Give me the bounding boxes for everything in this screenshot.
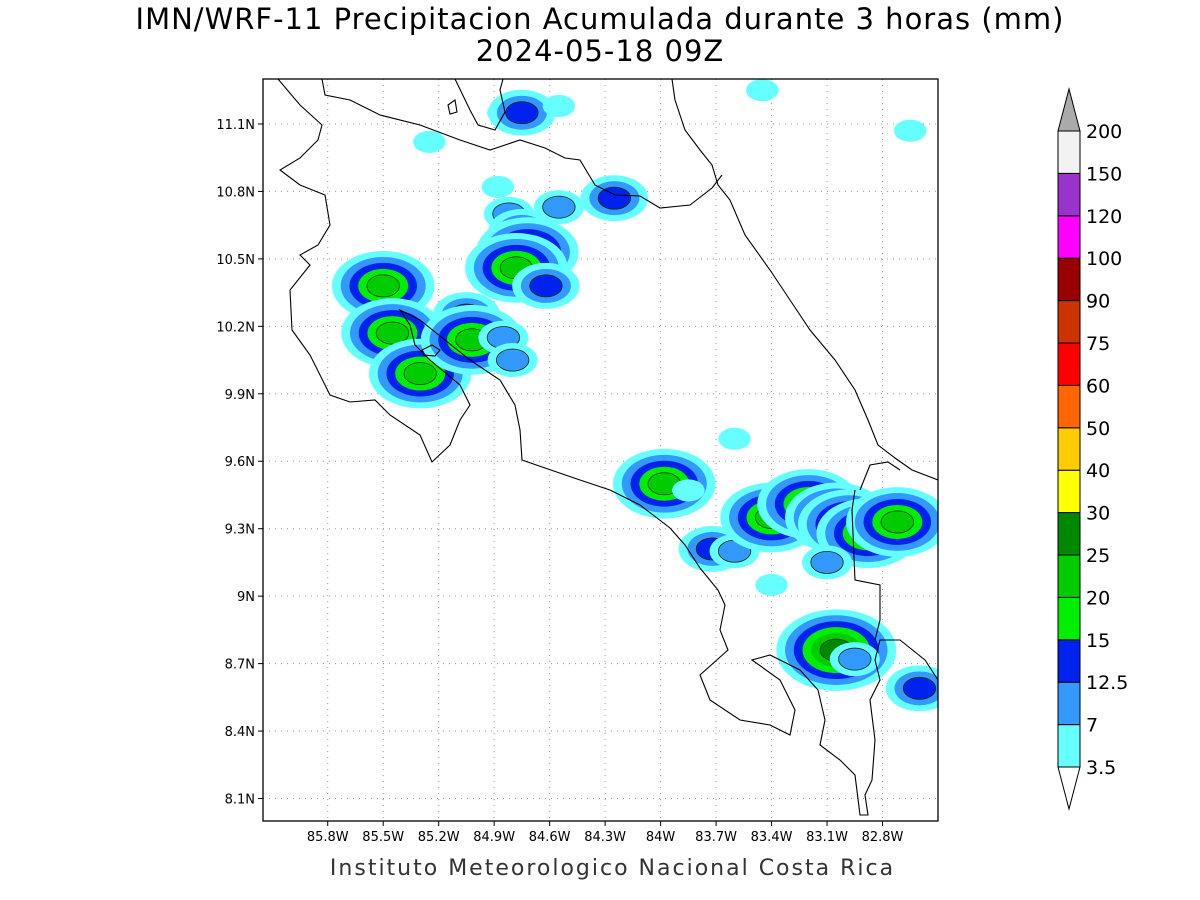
precip-blob	[413, 130, 446, 154]
precip-blob	[810, 550, 844, 574]
colorbar-swatch	[1057, 300, 1081, 344]
precip-blob	[718, 427, 751, 450]
lon-tick-label: 83.7W	[695, 830, 737, 845]
colorbar-swatch	[1057, 130, 1081, 174]
colorbar-level-label: 40	[1086, 460, 1110, 482]
precip-layer	[331, 79, 938, 712]
colorbar-level-label: 3.5	[1086, 757, 1116, 779]
colorbar-min-arrow	[1057, 766, 1081, 811]
colorbar-max-arrow	[1057, 87, 1081, 132]
precip-blob	[542, 94, 576, 118]
lon-tick-label: 85.5W	[362, 830, 404, 845]
precip-blob	[481, 175, 515, 198]
colorbar-swatch	[1057, 639, 1081, 683]
colorbar-swatch	[1057, 596, 1081, 641]
precip-blob	[505, 101, 539, 125]
colorbar-swatch	[1057, 469, 1081, 514]
pacific-coastline	[277, 79, 938, 816]
lon-tick-label: 83.4W	[751, 830, 793, 845]
lon-tick-label: 85.2W	[418, 830, 460, 845]
precip-blob	[529, 274, 563, 298]
chart-title: IMN/WRF-11 Precipitacion Acumulada duran…	[135, 2, 1065, 36]
colorbar-swatch	[1057, 427, 1081, 471]
lat-tick-label: 10.2N	[216, 320, 255, 335]
colorbar-level-label: 12.5	[1086, 672, 1128, 694]
colorbar-level-label: 15	[1086, 630, 1110, 652]
colorbar-level-label: 90	[1086, 291, 1110, 313]
lon-tick-label: 84.9W	[473, 830, 515, 845]
colorbar-swatch	[1057, 554, 1081, 598]
precip-blob	[366, 274, 400, 298]
colorbar-level-label: 75	[1086, 333, 1110, 355]
lon-tick-label: 82.8W	[862, 830, 904, 845]
longitude-labels: 85.8W 85.5W 85.2W 84.9W 84.6W 84.3W 84W 83.7W 83…	[307, 821, 904, 845]
precip-blob	[672, 479, 705, 502]
lat-tick-label: 9.3N	[225, 523, 255, 538]
precip-blob	[894, 119, 927, 142]
north-islet	[447, 99, 458, 115]
lon-tick-label: 83.1W	[806, 830, 848, 845]
precip-blob	[597, 186, 632, 210]
northern-border	[321, 79, 723, 209]
precip-blob	[902, 676, 937, 700]
caribbean-coastline	[671, 79, 938, 481]
lon-tick-label: 84.3W	[584, 830, 626, 845]
map-frame	[262, 78, 939, 822]
precip-blob	[880, 510, 914, 534]
precip-blob	[496, 348, 530, 372]
nicoya-island	[421, 344, 441, 357]
lon-tick-label: 84W	[646, 830, 676, 845]
lake-nicaragua-shore	[454, 79, 506, 131]
precip-blob	[375, 321, 410, 345]
colorbar-level-label: 120	[1086, 206, 1122, 228]
lat-tick-label: 10.5N	[216, 253, 255, 268]
chart-subtitle-date: 2024-05-18 09Z	[475, 34, 725, 68]
panama-border	[851, 489, 881, 641]
precip-blob	[403, 362, 437, 386]
colorbar-swatch	[1057, 512, 1081, 556]
colorbar-swatch	[1057, 384, 1081, 429]
colorbar-legend: 3.5 7 12.5 15 20 25 30 40 50 60 75 90 100 120 150 200	[1057, 87, 1128, 811]
colorbar-level-label: 20	[1086, 587, 1110, 609]
colorbar-level-label: 25	[1086, 545, 1110, 567]
colorbar-level-label: 7	[1086, 715, 1098, 737]
lon-tick-label: 85.8W	[307, 830, 349, 845]
colorbar-swatch	[1057, 257, 1081, 302]
colorbar-level-label: 100	[1086, 248, 1122, 270]
lat-tick-label: 9N	[237, 590, 255, 605]
colorbar-level-label: 30	[1086, 503, 1110, 525]
precip-blob	[755, 573, 788, 596]
lon-tick-label: 84.6W	[529, 830, 571, 845]
footer-credit: Instituto Meteorologico Nacional Costa R…	[329, 856, 896, 881]
colorbar-level-label: 50	[1086, 418, 1110, 440]
lat-tick-label: 8.7N	[225, 658, 255, 673]
colorbar-swatch	[1057, 724, 1081, 768]
colorbar-swatch	[1057, 215, 1081, 259]
colorbar-level-label: 60	[1086, 375, 1110, 397]
colorbar-swatch	[1057, 172, 1081, 217]
precip-blob	[838, 647, 872, 671]
lat-tick-label: 8.1N	[225, 793, 255, 808]
colorbar-level-label: 200	[1086, 121, 1122, 143]
lat-tick-label: 10.8N	[216, 185, 255, 200]
lat-tick-label: 8.4N	[225, 725, 255, 740]
latitude-labels: 11.1N 10.8N 10.5N 10.2N 9.9N 9.6N 9.3N 9N 8.7N 8.…	[216, 118, 263, 808]
map-grid	[263, 79, 938, 821]
colorbar-swatch	[1057, 681, 1081, 726]
lat-tick-label: 11.1N	[216, 118, 255, 133]
colorbar-level-label: 150	[1086, 163, 1122, 185]
lat-tick-label: 9.9N	[225, 388, 255, 403]
lat-tick-label: 9.6N	[225, 455, 255, 470]
bocas-coast	[859, 461, 901, 491]
colorbar-swatch	[1057, 342, 1081, 386]
precip-blob	[542, 195, 576, 219]
coastline-layer	[277, 79, 938, 816]
precip-blob	[746, 79, 779, 102]
